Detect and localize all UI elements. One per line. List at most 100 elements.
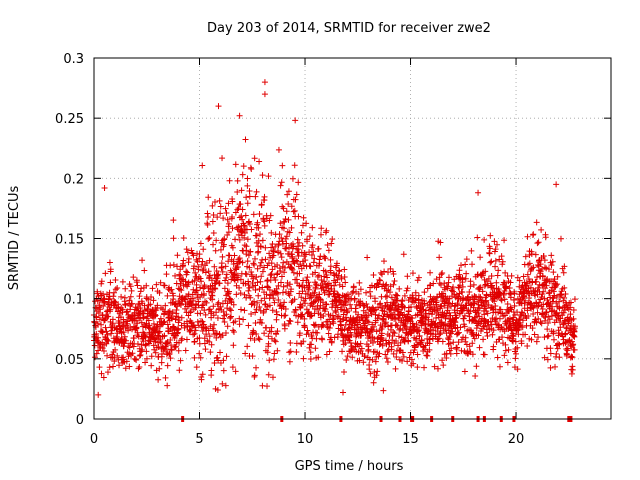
data-point bbox=[300, 214, 307, 221]
data-point bbox=[264, 283, 271, 290]
data-point bbox=[126, 344, 133, 351]
data-point bbox=[404, 358, 411, 365]
data-point bbox=[348, 324, 355, 331]
data-point bbox=[554, 273, 561, 280]
data-point bbox=[286, 229, 293, 236]
data-point bbox=[147, 301, 154, 308]
data-point bbox=[188, 247, 195, 254]
data-point bbox=[531, 331, 538, 338]
data-point bbox=[488, 282, 495, 289]
data-point bbox=[367, 370, 374, 377]
data-point bbox=[368, 282, 375, 289]
data-point bbox=[122, 337, 129, 344]
data-point bbox=[369, 327, 376, 334]
data-point bbox=[236, 315, 243, 322]
data-point bbox=[101, 184, 108, 191]
data-point bbox=[516, 277, 523, 284]
data-point bbox=[267, 212, 274, 219]
data-point bbox=[412, 295, 419, 302]
data-point bbox=[246, 221, 253, 228]
data-point bbox=[534, 309, 541, 316]
data-point bbox=[289, 266, 296, 273]
data-point bbox=[137, 315, 144, 322]
data-point bbox=[504, 301, 511, 308]
data-point bbox=[394, 322, 401, 329]
data-point bbox=[243, 271, 250, 278]
data-point bbox=[483, 297, 490, 304]
data-point bbox=[204, 221, 211, 228]
data-point bbox=[461, 323, 468, 330]
data-point bbox=[520, 273, 527, 280]
data-point bbox=[199, 318, 206, 325]
data-point bbox=[502, 341, 509, 348]
data-point bbox=[412, 344, 419, 351]
data-point bbox=[553, 181, 560, 188]
data-point bbox=[273, 311, 280, 318]
data-point bbox=[384, 292, 391, 299]
data-point bbox=[391, 277, 398, 284]
data-point bbox=[216, 197, 223, 204]
data-point bbox=[275, 249, 282, 256]
data-point bbox=[363, 289, 370, 296]
data-point bbox=[253, 364, 260, 371]
data-point bbox=[122, 285, 129, 292]
data-point bbox=[164, 362, 171, 369]
data-point bbox=[223, 274, 230, 281]
data-point bbox=[382, 319, 389, 326]
data-point bbox=[325, 285, 332, 292]
data-point bbox=[224, 300, 231, 307]
data-point bbox=[252, 287, 259, 294]
data-point bbox=[185, 279, 192, 286]
data-point bbox=[142, 342, 149, 349]
data-point bbox=[189, 302, 196, 309]
data-point bbox=[477, 254, 484, 261]
data-point bbox=[296, 282, 303, 289]
data-point bbox=[243, 194, 250, 201]
data-point bbox=[192, 327, 199, 334]
data-point bbox=[522, 331, 529, 338]
data-point bbox=[433, 314, 440, 321]
data-point bbox=[555, 330, 562, 337]
data-point bbox=[296, 270, 303, 277]
data-point bbox=[239, 171, 246, 178]
data-point bbox=[238, 213, 245, 220]
data-point bbox=[286, 292, 293, 299]
data-point bbox=[167, 262, 174, 269]
data-point bbox=[145, 296, 152, 303]
data-point bbox=[156, 365, 163, 372]
data-point bbox=[553, 350, 560, 357]
data-point bbox=[215, 271, 222, 278]
data-point bbox=[470, 281, 477, 288]
data-point bbox=[259, 237, 266, 244]
data-point bbox=[253, 274, 260, 281]
data-point bbox=[294, 258, 301, 265]
data-point bbox=[440, 362, 447, 369]
data-point bbox=[391, 330, 398, 337]
y-tick-label: 0.25 bbox=[55, 112, 84, 127]
data-point bbox=[227, 314, 234, 321]
data-point bbox=[560, 321, 567, 328]
data-point bbox=[268, 260, 275, 267]
data-point bbox=[342, 339, 349, 346]
data-point bbox=[454, 330, 461, 337]
data-point bbox=[511, 296, 518, 303]
data-point bbox=[240, 163, 247, 170]
data-point bbox=[165, 286, 172, 293]
data-point bbox=[111, 358, 118, 365]
data-point bbox=[502, 269, 509, 276]
data-point bbox=[252, 309, 259, 316]
data-point bbox=[187, 309, 194, 316]
data-point bbox=[557, 235, 564, 242]
data-point bbox=[302, 251, 309, 258]
data-point bbox=[168, 286, 175, 293]
data-point bbox=[133, 277, 140, 284]
data-point bbox=[278, 273, 285, 280]
data-point bbox=[533, 219, 540, 226]
data-point bbox=[240, 247, 247, 254]
data-point bbox=[229, 198, 236, 205]
data-point bbox=[375, 353, 382, 360]
data-point bbox=[361, 352, 368, 359]
x-axis-label: GPS time / hours bbox=[295, 459, 404, 474]
data-point bbox=[216, 280, 223, 287]
data-point bbox=[410, 349, 417, 356]
